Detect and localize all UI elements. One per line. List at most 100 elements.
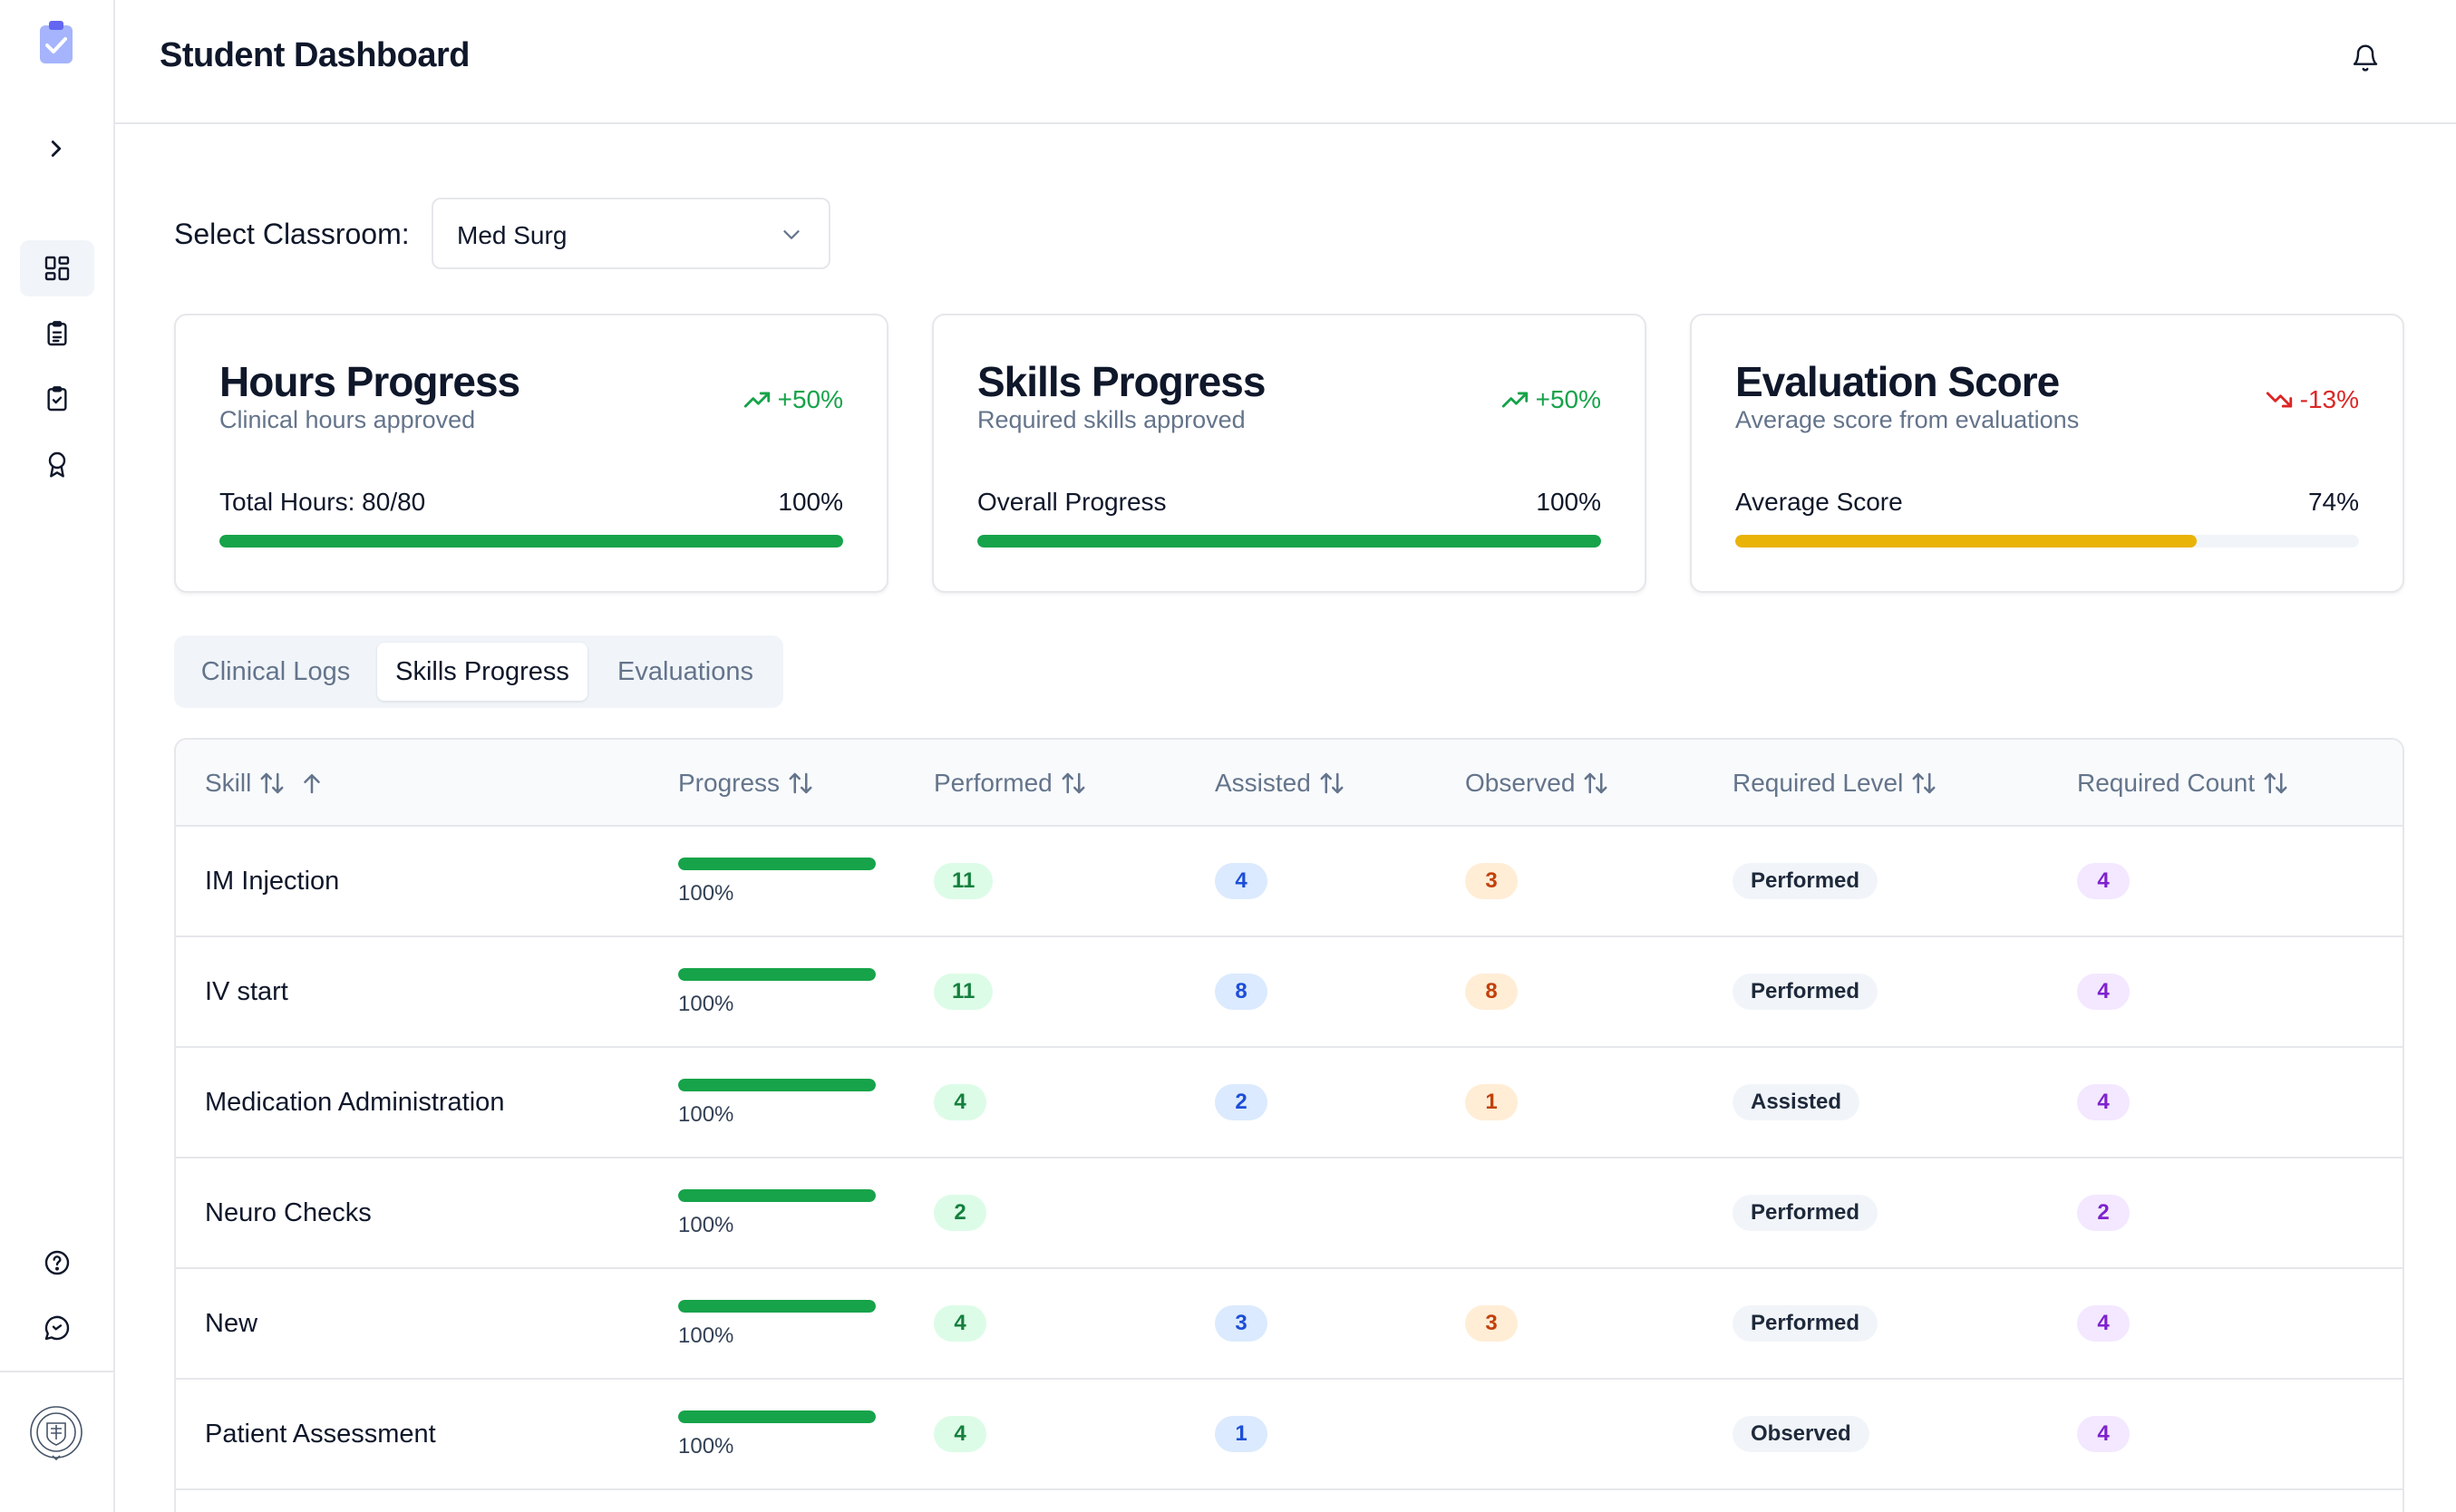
- trend-value: +50%: [1535, 385, 1601, 413]
- skills-table: Skill Progress Performed Assisted Observ…: [174, 738, 2404, 1512]
- table-row[interactable]: IM Injection 100% 11 4 3 Performed 4: [176, 827, 2403, 937]
- evaluation-score-card: Evaluation Score Average score from eval…: [1690, 314, 2404, 593]
- sidebar-item-feedback[interactable]: [20, 1300, 94, 1356]
- trending-down-icon: [2266, 392, 2292, 408]
- sidebar-item-help[interactable]: [20, 1235, 94, 1291]
- sort-icon: [1584, 772, 1607, 794]
- required-count-badge: 4: [2077, 1305, 2130, 1342]
- sidebar-item-achievements[interactable]: [20, 436, 94, 492]
- notifications-button[interactable]: [2347, 40, 2383, 76]
- skill-progress-track: [678, 1189, 876, 1202]
- skill-progress-label: 100%: [678, 881, 734, 906]
- card-percent-label: 74%: [2307, 488, 2359, 516]
- sort-icon: [1912, 772, 1936, 794]
- hours-progress-card: Hours Progress Clinical hours approved +…: [174, 314, 888, 593]
- column-header-observed[interactable]: Observed: [1465, 769, 1609, 798]
- column-header-required-count[interactable]: Required Count: [2077, 769, 2289, 798]
- trend-value: -13%: [2299, 385, 2359, 413]
- card-subtitle: Average score from evaluations: [1735, 406, 2080, 433]
- sidebar-item-skills[interactable]: [20, 371, 94, 427]
- tab-clinical-logs[interactable]: Clinical Logs: [200, 656, 351, 686]
- column-header-assisted[interactable]: Assisted: [1215, 769, 1345, 798]
- skill-name: Medication Administration: [205, 1087, 505, 1117]
- column-header-performed[interactable]: Performed: [934, 769, 1087, 798]
- column-header-required-level[interactable]: Required Level: [1733, 769, 1937, 798]
- card-progress-track: [977, 535, 1601, 548]
- chevron-right-icon: [51, 141, 62, 157]
- table-row[interactable]: Medication Administration 100% 4 2 1 Assisted…: [176, 1048, 2403, 1158]
- sort-icon: [1320, 772, 1344, 794]
- seal-icon: [30, 1406, 83, 1461]
- skill-name: Neuro Checks: [205, 1197, 372, 1227]
- classroom-select-value: Med Surg: [457, 221, 568, 249]
- trend-value: +50%: [777, 385, 843, 413]
- skill-progress-track: [678, 1410, 876, 1423]
- skills-progress-card: Skills Progress Required skills approved…: [932, 314, 1646, 593]
- observed-count-badge: 3: [1465, 1305, 1518, 1342]
- performed-count-badge: 11: [934, 863, 994, 899]
- table-row[interactable]: New 100% 4 3 3 Performed 4: [176, 1269, 2403, 1380]
- skill-progress-fill: [678, 968, 876, 981]
- clipboard-check-icon: [47, 386, 67, 412]
- trending-up-icon: [743, 392, 770, 408]
- bell-icon: [2353, 44, 2378, 72]
- card-percent-label: 100%: [778, 488, 843, 516]
- observed-count-badge: 3: [1465, 863, 1518, 899]
- required-level-badge: Assisted: [1733, 1084, 1860, 1120]
- performed-count-badge: 4: [934, 1305, 986, 1342]
- skill-progress: 100%: [678, 1410, 876, 1459]
- column-header-skill[interactable]: Skill: [205, 769, 325, 798]
- help-circle-icon: [44, 1250, 70, 1275]
- required-count-badge: 4: [2077, 1416, 2130, 1452]
- table-header: Skill Progress Performed Assisted Observ…: [176, 740, 2403, 827]
- classroom-label: Select Classroom:: [174, 218, 410, 250]
- table-row[interactable]: Patient Assessment 100% 4 1 Observed 4: [176, 1380, 2403, 1490]
- tab-evaluations[interactable]: Evaluations: [617, 656, 753, 686]
- assisted-count-badge: 8: [1215, 974, 1267, 1010]
- trend-badge: -13%: [2264, 384, 2359, 415]
- sidebar-item-dashboard[interactable]: [20, 240, 94, 296]
- trend-badge: +50%: [742, 384, 843, 415]
- skill-name: New: [205, 1308, 258, 1338]
- trending-up-icon: [1501, 392, 1528, 408]
- card-title: Hours Progress: [219, 358, 520, 405]
- skill-progress-label: 100%: [678, 992, 734, 1016]
- card-progress-fill: [1735, 535, 2198, 548]
- app-logo-icon[interactable]: [36, 18, 76, 67]
- skill-progress-track: [678, 968, 876, 981]
- sidebar-item-clinical-logs[interactable]: [20, 305, 94, 362]
- required-count-badge: 4: [2077, 863, 2130, 899]
- required-level-badge: Performed: [1733, 974, 1878, 1010]
- sidebar: [0, 0, 115, 1512]
- skill-progress: 100%: [678, 858, 876, 906]
- card-percent-label: 100%: [1536, 488, 1601, 516]
- observed-count-badge: 1: [1465, 1084, 1518, 1120]
- page-title: Student Dashboard: [160, 36, 470, 74]
- skill-progress-label: 100%: [678, 1323, 734, 1348]
- skill-progress-track: [678, 1079, 876, 1091]
- sort-icon: [2264, 772, 2287, 794]
- sidebar-expand-button[interactable]: [40, 132, 73, 165]
- user-avatar[interactable]: [27, 1403, 85, 1461]
- required-count-badge: 4: [2077, 974, 2130, 1010]
- sort-icon: [260, 772, 284, 794]
- skill-progress-fill: [678, 1189, 876, 1202]
- card-metric-label: Total Hours: 80/80: [219, 488, 426, 516]
- card-progress-track: [1735, 535, 2359, 548]
- classroom-select[interactable]: Med Surg: [432, 198, 830, 269]
- required-count-badge: 4: [2077, 1084, 2130, 1120]
- card-metric-label: Overall Progress: [977, 488, 1167, 516]
- skill-name: IV start: [205, 976, 288, 1006]
- column-header-progress[interactable]: Progress: [678, 769, 814, 798]
- table-row[interactable]: IV start 100% 11 8 8 Performed 4: [176, 937, 2403, 1048]
- skill-name: IM Injection: [205, 866, 340, 896]
- table-row[interactable]: Neuro Checks 100% 2 Performed 2: [176, 1158, 2403, 1269]
- top-header: Student Dashboard: [115, 0, 2456, 124]
- tab-skills-progress[interactable]: Skills Progress: [377, 643, 587, 701]
- sidebar-divider: [0, 1371, 113, 1372]
- card-title: Skills Progress: [977, 358, 1266, 405]
- skill-progress-track: [678, 1300, 876, 1313]
- performed-count-badge: 2: [934, 1195, 986, 1231]
- dashboard-icon: [44, 256, 70, 281]
- card-progress-fill: [219, 535, 843, 548]
